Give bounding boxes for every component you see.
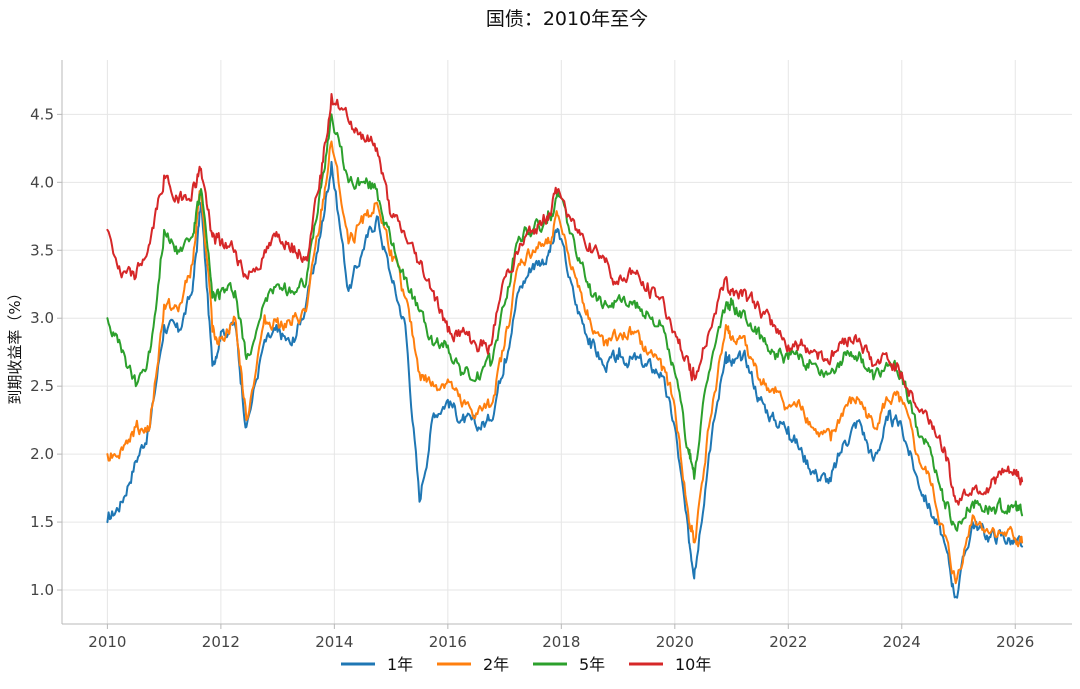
series-line-4 bbox=[106, 93, 1024, 506]
y-tick-label: 4.0 bbox=[30, 173, 54, 191]
y-tick-label: 3.0 bbox=[30, 309, 54, 327]
legend-label: 2年 bbox=[483, 655, 509, 674]
legend-label: 1年 bbox=[387, 655, 413, 674]
y-tick-label: 2.0 bbox=[30, 445, 54, 463]
tick-labels: 2010 2012 2014 2016 2018 2020 2022 2024 2026 1.0 1… bbox=[30, 105, 1034, 651]
legend-label: 5年 bbox=[579, 655, 605, 674]
x-tick-label: 2020 bbox=[656, 633, 694, 651]
y-tick-label: 4.5 bbox=[30, 105, 54, 123]
x-tick-label: 2024 bbox=[883, 633, 921, 651]
series-lines bbox=[106, 93, 1024, 599]
legend-label: 10年 bbox=[675, 655, 711, 674]
x-tick-label: 2018 bbox=[542, 633, 580, 651]
x-tick-label: 2012 bbox=[202, 633, 240, 651]
series-line-1 bbox=[106, 160, 1024, 599]
grid bbox=[62, 60, 1072, 624]
series-line-2 bbox=[106, 140, 1024, 585]
axes bbox=[61, 60, 1072, 625]
chart-title: 国债：2010年至今 bbox=[486, 8, 648, 30]
y-tick-label: 1.0 bbox=[30, 581, 54, 599]
y-tick-label: 3.5 bbox=[30, 241, 54, 259]
x-tick-label: 2026 bbox=[996, 633, 1034, 651]
y-axis-label: 到期收益率（%） bbox=[6, 285, 24, 404]
x-tick-label: 2016 bbox=[429, 633, 467, 651]
series-line-3 bbox=[106, 113, 1024, 532]
legend: 1年 2年 5年 10年 bbox=[341, 655, 711, 674]
x-tick-label: 2022 bbox=[769, 633, 807, 651]
y-tick-label: 2.5 bbox=[30, 377, 54, 395]
x-tick-label: 2010 bbox=[88, 633, 126, 651]
x-tick-label: 2014 bbox=[315, 633, 353, 651]
y-tick-label: 1.5 bbox=[30, 513, 54, 531]
